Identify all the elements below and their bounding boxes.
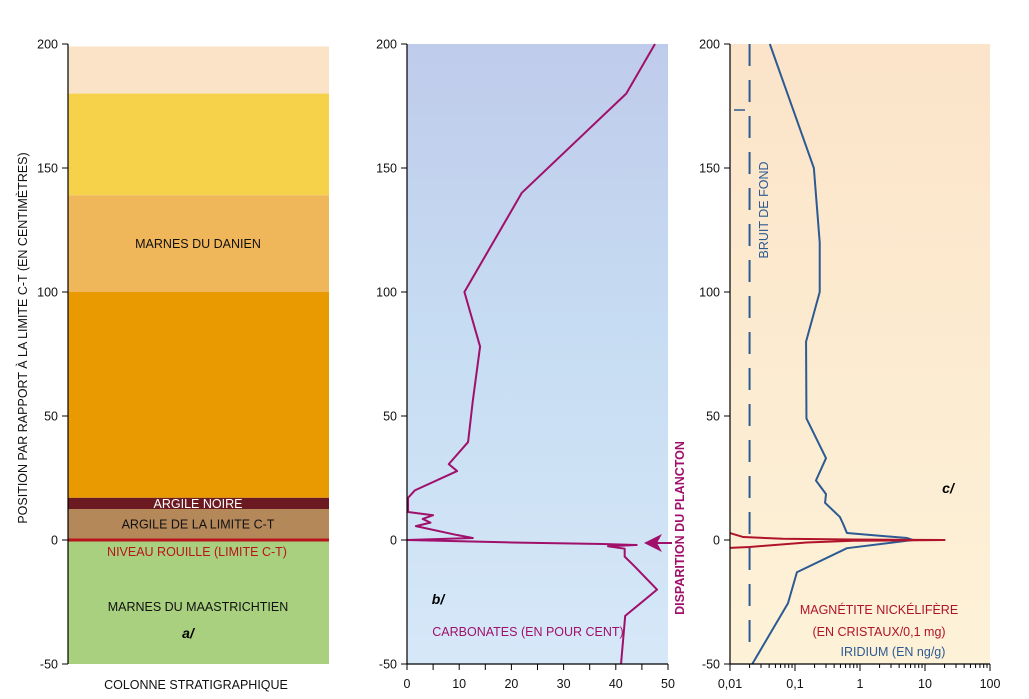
plancton-arrow-icon bbox=[644, 534, 662, 552]
layer-label: MARNES DU DANIEN bbox=[135, 237, 261, 251]
layer-label: ARGILE NOIRE bbox=[154, 497, 243, 511]
x-tick-label: 50 bbox=[661, 677, 675, 691]
y-tick-label: 150 bbox=[37, 162, 58, 176]
stratigraphic-layer bbox=[68, 509, 329, 539]
panel-label-b: b/ bbox=[432, 591, 447, 607]
y-tick-label: -50 bbox=[40, 658, 58, 672]
y-tick-label: 200 bbox=[376, 38, 397, 52]
y-tick-label: -50 bbox=[379, 658, 397, 672]
y-tick-label: 100 bbox=[376, 286, 397, 300]
y-tick-label: 100 bbox=[37, 286, 58, 300]
panel-label-a: a/ bbox=[182, 625, 196, 641]
iridium-line bbox=[751, 43, 914, 665]
stratigraphic-layer bbox=[68, 93, 329, 196]
x-tick-label: 0,01 bbox=[718, 677, 742, 691]
y-tick-label: 150 bbox=[376, 162, 397, 176]
x-tick-label: 0,1 bbox=[786, 677, 803, 691]
y-tick-label: 0 bbox=[51, 534, 58, 548]
carbonates-label: CARBONATES (EN POUR CENT) bbox=[432, 625, 623, 639]
y-tick-label: 200 bbox=[699, 38, 720, 52]
magnetite-unit-label: (EN CRISTAUX/0,1 mg) bbox=[812, 625, 945, 639]
y-axis-label: POSITION PAR RAPPORT À LA LIMITE C-T (EN… bbox=[15, 152, 30, 523]
x-tick-label: 10 bbox=[452, 677, 466, 691]
y-tick-label: 50 bbox=[383, 410, 397, 424]
x-tick-label: 40 bbox=[609, 677, 623, 691]
y-tick-label: 0 bbox=[390, 534, 397, 548]
y-tick-label: 50 bbox=[706, 410, 720, 424]
x-tick-label: 30 bbox=[557, 677, 571, 691]
stratigraphic-layer bbox=[68, 497, 329, 509]
x-axis-label-a: COLONNE STRATIGRAPHIQUE bbox=[104, 678, 288, 692]
y-tick-label: 200 bbox=[37, 38, 58, 52]
iridium-label: IRIDIUM (EN ng/g) bbox=[841, 645, 946, 659]
stratigraphic-layer bbox=[68, 292, 329, 498]
stratigraphic-layer bbox=[68, 46, 329, 94]
x-tick-label: 20 bbox=[504, 677, 518, 691]
y-tick-label: 50 bbox=[44, 410, 58, 424]
carbonates-line bbox=[406, 43, 659, 665]
x-tick-label: 1 bbox=[857, 677, 864, 691]
layer-label: ARGILE DE LA LIMITE C-T bbox=[122, 517, 275, 531]
y-tick-label: -50 bbox=[702, 658, 720, 672]
plot-background bbox=[730, 44, 990, 664]
y-tick-label: 150 bbox=[699, 162, 720, 176]
x-tick-label: 10 bbox=[918, 677, 932, 691]
plancton-label: DISPARITION DU PLANCTON bbox=[673, 441, 687, 615]
layer-label: MARNES DU MAASTRICHTIEN bbox=[108, 600, 289, 614]
magnetite-label: MAGNÉTITE NICKÉLIFÈRE bbox=[800, 602, 958, 617]
y-tick-label: 100 bbox=[699, 286, 720, 300]
x-tick-label: 0 bbox=[404, 677, 411, 691]
bruit-de-fond-label: BRUIT DE FOND bbox=[757, 162, 771, 259]
plot-background bbox=[407, 44, 668, 664]
stratigraphic-layer bbox=[68, 195, 329, 292]
stratigraphic-layer bbox=[68, 540, 329, 664]
x-tick-label: 100 bbox=[980, 677, 1001, 691]
panel-label-c: c/ bbox=[942, 480, 956, 496]
magnetite-line bbox=[729, 532, 946, 549]
y-tick-label: 0 bbox=[713, 534, 720, 548]
boundary-label: NIVEAU ROUILLE (LIMITE C-T) bbox=[107, 545, 287, 559]
